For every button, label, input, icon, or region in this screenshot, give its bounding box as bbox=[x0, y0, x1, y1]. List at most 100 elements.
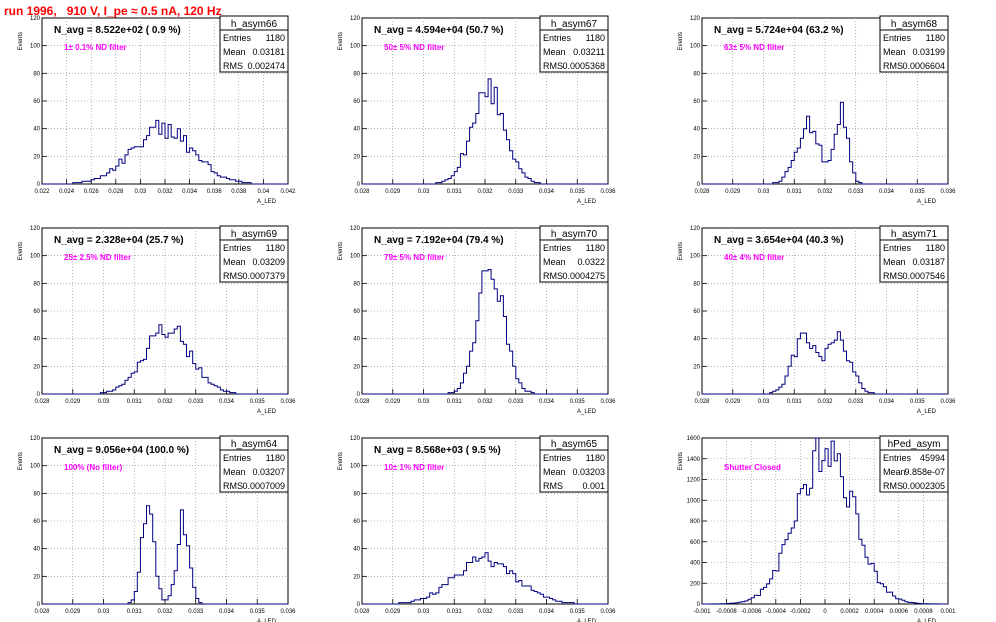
x-tick-label: 0.029 bbox=[725, 399, 741, 405]
x-tick-label: 0.033 bbox=[188, 399, 204, 405]
histogram-bars bbox=[42, 324, 288, 395]
y-tick-label: 20 bbox=[33, 364, 40, 370]
x-tick-label: 0.034 bbox=[539, 189, 555, 195]
y-tick-label: 120 bbox=[690, 226, 701, 232]
y-tick-label: 60 bbox=[353, 519, 360, 525]
y-tick-label: 60 bbox=[33, 99, 40, 105]
histogram-name: h_asym65 bbox=[551, 439, 598, 450]
x-tick-label: 0.029 bbox=[385, 399, 401, 405]
histogram-name: h_asym64 bbox=[231, 439, 278, 450]
y-axis-label: Events bbox=[18, 242, 24, 260]
histogram-panel-hPed_asym: -0.001 -0.0008 -0.0006 -0.0004 -0.0002 0 0.000… bbox=[678, 435, 956, 622]
stat-label: Entries bbox=[223, 243, 252, 253]
x-axis-label: A_LED bbox=[917, 409, 937, 415]
stat-label: Mean bbox=[883, 257, 906, 267]
y-tick-label: 40 bbox=[33, 337, 40, 343]
stat-value: 1180 bbox=[266, 453, 285, 463]
stat-value: 0.0002305 bbox=[902, 481, 945, 491]
stat-value: 0.03187 bbox=[912, 257, 945, 267]
filter-label: 50± 5% ND filter bbox=[384, 43, 444, 52]
y-tick-label: 80 bbox=[353, 281, 360, 287]
x-tick-label: 0.032 bbox=[477, 609, 493, 615]
x-tick-label: 0.028 bbox=[694, 399, 710, 405]
x-tick-label: 0.031 bbox=[447, 189, 463, 195]
stat-label: Mean bbox=[223, 467, 246, 477]
stat-label: RMS bbox=[543, 481, 563, 491]
stat-value: 0.03207 bbox=[252, 467, 285, 477]
x-tick-label: 0.032 bbox=[817, 399, 833, 405]
filter-label: 100% (No filter) bbox=[64, 463, 123, 472]
x-tick-label: 0.028 bbox=[354, 609, 370, 615]
y-tick-label: 0 bbox=[357, 392, 361, 398]
filter-label: 10± 1% ND filter bbox=[384, 463, 444, 472]
histogram-bars bbox=[702, 437, 948, 605]
stat-value: 0.0005368 bbox=[562, 61, 605, 71]
stat-label: RMS bbox=[223, 271, 243, 281]
stat-label: Entries bbox=[223, 453, 252, 463]
stat-value: 0.001 bbox=[582, 481, 605, 491]
y-tick-label: 120 bbox=[350, 436, 361, 442]
y-tick-label: 0 bbox=[37, 602, 41, 608]
x-tick-label: 0.024 bbox=[59, 189, 75, 195]
x-tick-label: 0.036 bbox=[600, 399, 616, 405]
stat-value: 0.0006604 bbox=[902, 61, 945, 71]
histogram-panel-h_asym65: 0.028 0.029 0.03 0.031 0.032 0.033 0.034 0.035 0… bbox=[338, 435, 616, 622]
x-tick-label: 0.035 bbox=[250, 399, 266, 405]
x-tick-label: -0.0006 bbox=[741, 609, 762, 615]
x-axis-label: A_LED bbox=[577, 409, 597, 415]
y-tick-label: 100 bbox=[690, 44, 701, 50]
stat-value: 9.858e-07 bbox=[904, 467, 945, 477]
histogram-panel-h_asym68: 0.028 0.029 0.03 0.031 0.032 0.033 0.034 0.035 0… bbox=[678, 15, 956, 205]
y-tick-label: 0 bbox=[697, 182, 701, 188]
stats-box bbox=[879, 435, 949, 493]
y-axis-label: Events bbox=[18, 452, 24, 470]
x-tick-label: 0.03 bbox=[758, 399, 770, 405]
histogram-name: hPed_asym bbox=[888, 439, 941, 450]
x-tick-label: 0.035 bbox=[250, 609, 266, 615]
x-tick-label: 0.028 bbox=[34, 399, 50, 405]
stat-label: RMS bbox=[543, 61, 563, 71]
y-tick-label: 600 bbox=[690, 540, 701, 546]
x-tick-label: 0.036 bbox=[600, 609, 616, 615]
x-tick-label: 0.0004 bbox=[865, 609, 884, 615]
y-tick-label: 0 bbox=[697, 392, 701, 398]
x-axis-label: A_LED bbox=[917, 619, 937, 622]
y-tick-label: 120 bbox=[30, 436, 41, 442]
stats-box bbox=[539, 15, 609, 73]
y-tick-label: 20 bbox=[693, 154, 700, 160]
stat-value: 1180 bbox=[586, 243, 605, 253]
x-tick-label: 0.03 bbox=[758, 189, 770, 195]
stat-label: Mean bbox=[223, 257, 246, 267]
x-tick-label: 0.033 bbox=[508, 189, 524, 195]
histogram-bars bbox=[42, 505, 288, 605]
navg-label: N_avg = 3.654e+04 (40.3 %) bbox=[714, 235, 844, 246]
y-tick-label: 40 bbox=[693, 337, 700, 343]
stat-value: 0.0007009 bbox=[242, 481, 285, 491]
x-tick-label: 0.031 bbox=[127, 399, 143, 405]
x-tick-label: -0.0004 bbox=[766, 609, 787, 615]
y-tick-label: 0 bbox=[357, 182, 361, 188]
navg-label: N_avg = 2.328e+04 (25.7 %) bbox=[54, 235, 184, 246]
y-tick-label: 100 bbox=[30, 464, 41, 470]
stat-label: RMS bbox=[883, 61, 903, 71]
y-tick-label: 40 bbox=[353, 127, 360, 133]
stat-label: Mean bbox=[883, 467, 906, 477]
x-tick-label: 0.032 bbox=[157, 609, 173, 615]
y-axis-label: Events bbox=[338, 32, 344, 50]
y-tick-label: 800 bbox=[690, 519, 701, 525]
stat-label: RMS bbox=[883, 271, 903, 281]
stat-value: 1180 bbox=[586, 453, 605, 463]
x-tick-label: 0 bbox=[823, 609, 827, 615]
y-tick-label: 1200 bbox=[687, 478, 701, 484]
stats-box bbox=[219, 15, 289, 73]
stat-label: Entries bbox=[543, 33, 572, 43]
x-tick-label: 0.022 bbox=[34, 189, 50, 195]
x-tick-label: 0.035 bbox=[570, 609, 586, 615]
x-axis-label: A_LED bbox=[257, 199, 277, 205]
y-tick-label: 40 bbox=[693, 127, 700, 133]
stat-label: Entries bbox=[543, 453, 572, 463]
stat-label: Entries bbox=[223, 33, 252, 43]
y-tick-label: 20 bbox=[33, 154, 40, 160]
y-tick-label: 100 bbox=[30, 254, 41, 260]
x-tick-label: -0.0002 bbox=[790, 609, 811, 615]
